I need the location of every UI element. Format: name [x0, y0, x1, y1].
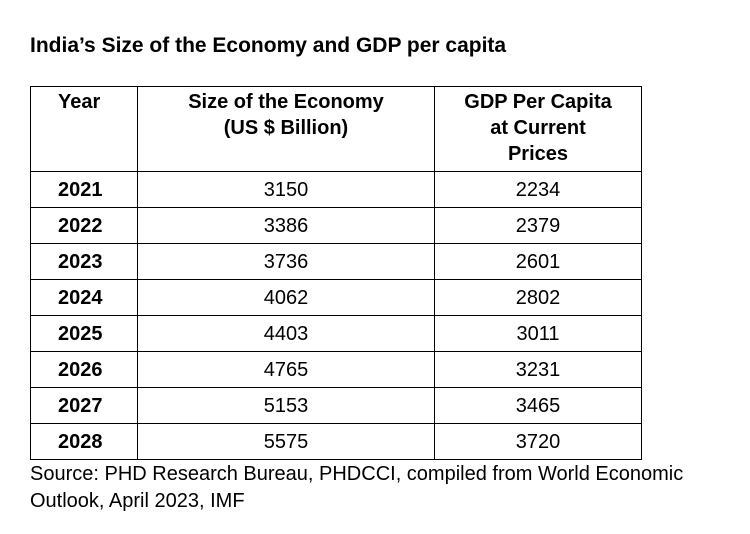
header-economy-line1: Size of the Economy: [188, 91, 384, 113]
header-gdp-per-capita: GDP Per Capita at Current Prices: [434, 86, 642, 172]
table-row: 2026 4765 3231: [30, 351, 642, 388]
document-title: India’s Size of the Economy and GDP per …: [30, 34, 507, 57]
gdp-per-capita-cell: 3720: [434, 423, 642, 460]
table-row: 2021 3150 2234: [30, 171, 642, 208]
header-economy-line2: (US $ Billion): [223, 117, 349, 139]
economy-size-cell: 3386: [137, 207, 435, 244]
economy-size-cell: 5153: [137, 387, 435, 424]
gdp-per-capita-cell: 3465: [434, 387, 642, 424]
table-row: 2023 3736 2601: [30, 243, 642, 280]
economy-size-cell: 3736: [137, 243, 435, 280]
economy-size-cell: 4403: [137, 315, 435, 352]
economy-size-cell: 3150: [137, 171, 435, 208]
economy-size-cell: 5575: [137, 423, 435, 460]
year-cell: 2024: [30, 279, 138, 316]
economy-table: Year Size of the Economy (US $ Billion) …: [30, 86, 642, 460]
economy-size-cell: 4765: [137, 351, 435, 388]
gdp-per-capita-cell: 3011: [434, 315, 642, 352]
year-cell: 2022: [30, 207, 138, 244]
year-cell: 2025: [30, 315, 138, 352]
year-cell: 2028: [30, 423, 138, 460]
gdp-per-capita-cell: 2601: [434, 243, 642, 280]
gdp-per-capita-cell: 2234: [434, 171, 642, 208]
table-header-row: Year Size of the Economy (US $ Billion) …: [30, 86, 642, 172]
table-row: 2025 4403 3011: [30, 315, 642, 352]
economy-size-cell: 4062: [137, 279, 435, 316]
header-gdp-line3: Prices: [507, 143, 569, 165]
gdp-per-capita-cell: 2379: [434, 207, 642, 244]
source-note: Source: PHD Research Bureau, PHDCCI, com…: [30, 463, 684, 512]
table-row: 2024 4062 2802: [30, 279, 642, 316]
gdp-per-capita-cell: 2802: [434, 279, 642, 316]
year-cell: 2021: [30, 171, 138, 208]
header-gdp-line2: at Current: [490, 117, 586, 139]
header-year: Year: [30, 86, 138, 172]
header-gdp-line1: GDP Per Capita: [464, 91, 612, 113]
table-row: 2022 3386 2379: [30, 207, 642, 244]
year-cell: 2026: [30, 351, 138, 388]
year-cell: 2027: [30, 387, 138, 424]
header-economy-size: Size of the Economy (US $ Billion): [137, 86, 435, 172]
table-row: 2027 5153 3465: [30, 387, 642, 424]
gdp-per-capita-cell: 3231: [434, 351, 642, 388]
header-year-label: Year: [58, 91, 101, 113]
table-row: 2028 5575 3720: [30, 423, 642, 460]
year-cell: 2023: [30, 243, 138, 280]
